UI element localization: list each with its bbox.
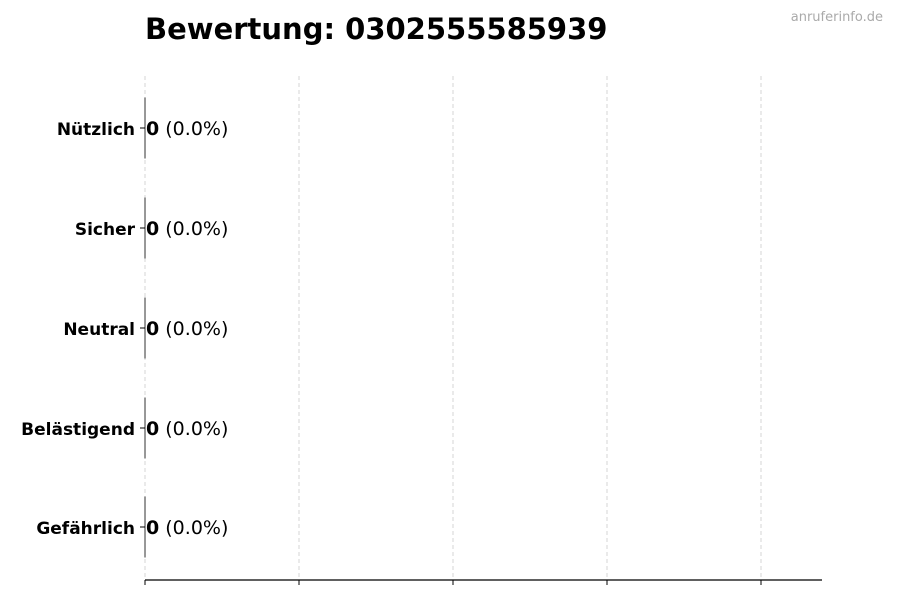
category-label: Neutral — [63, 320, 135, 340]
value-count: 0 — [146, 418, 159, 440]
value-count: 0 — [146, 517, 159, 539]
category-label: Gefährlich — [36, 519, 135, 539]
value-label: 0 (0.0%) — [146, 218, 228, 240]
category-label: Sicher — [75, 220, 136, 240]
chart-title: Bewertung: 0302555585939 — [145, 12, 608, 46]
value-percent: (0.0%) — [159, 418, 228, 440]
value-count: 0 — [146, 318, 159, 340]
value-percent: (0.0%) — [159, 218, 228, 240]
value-count: 0 — [146, 118, 159, 140]
value-percent: (0.0%) — [159, 517, 228, 539]
watermark: anruferinfo.de — [790, 10, 883, 25]
value-count: 0 — [146, 218, 159, 240]
category-label: Nützlich — [57, 120, 135, 140]
value-label: 0 (0.0%) — [146, 418, 228, 440]
value-percent: (0.0%) — [159, 318, 228, 340]
value-label: 0 (0.0%) — [146, 118, 228, 140]
value-percent: (0.0%) — [159, 118, 228, 140]
value-label: 0 (0.0%) — [146, 517, 228, 539]
category-label: Belästigend — [21, 420, 135, 440]
value-label: 0 (0.0%) — [146, 318, 228, 340]
